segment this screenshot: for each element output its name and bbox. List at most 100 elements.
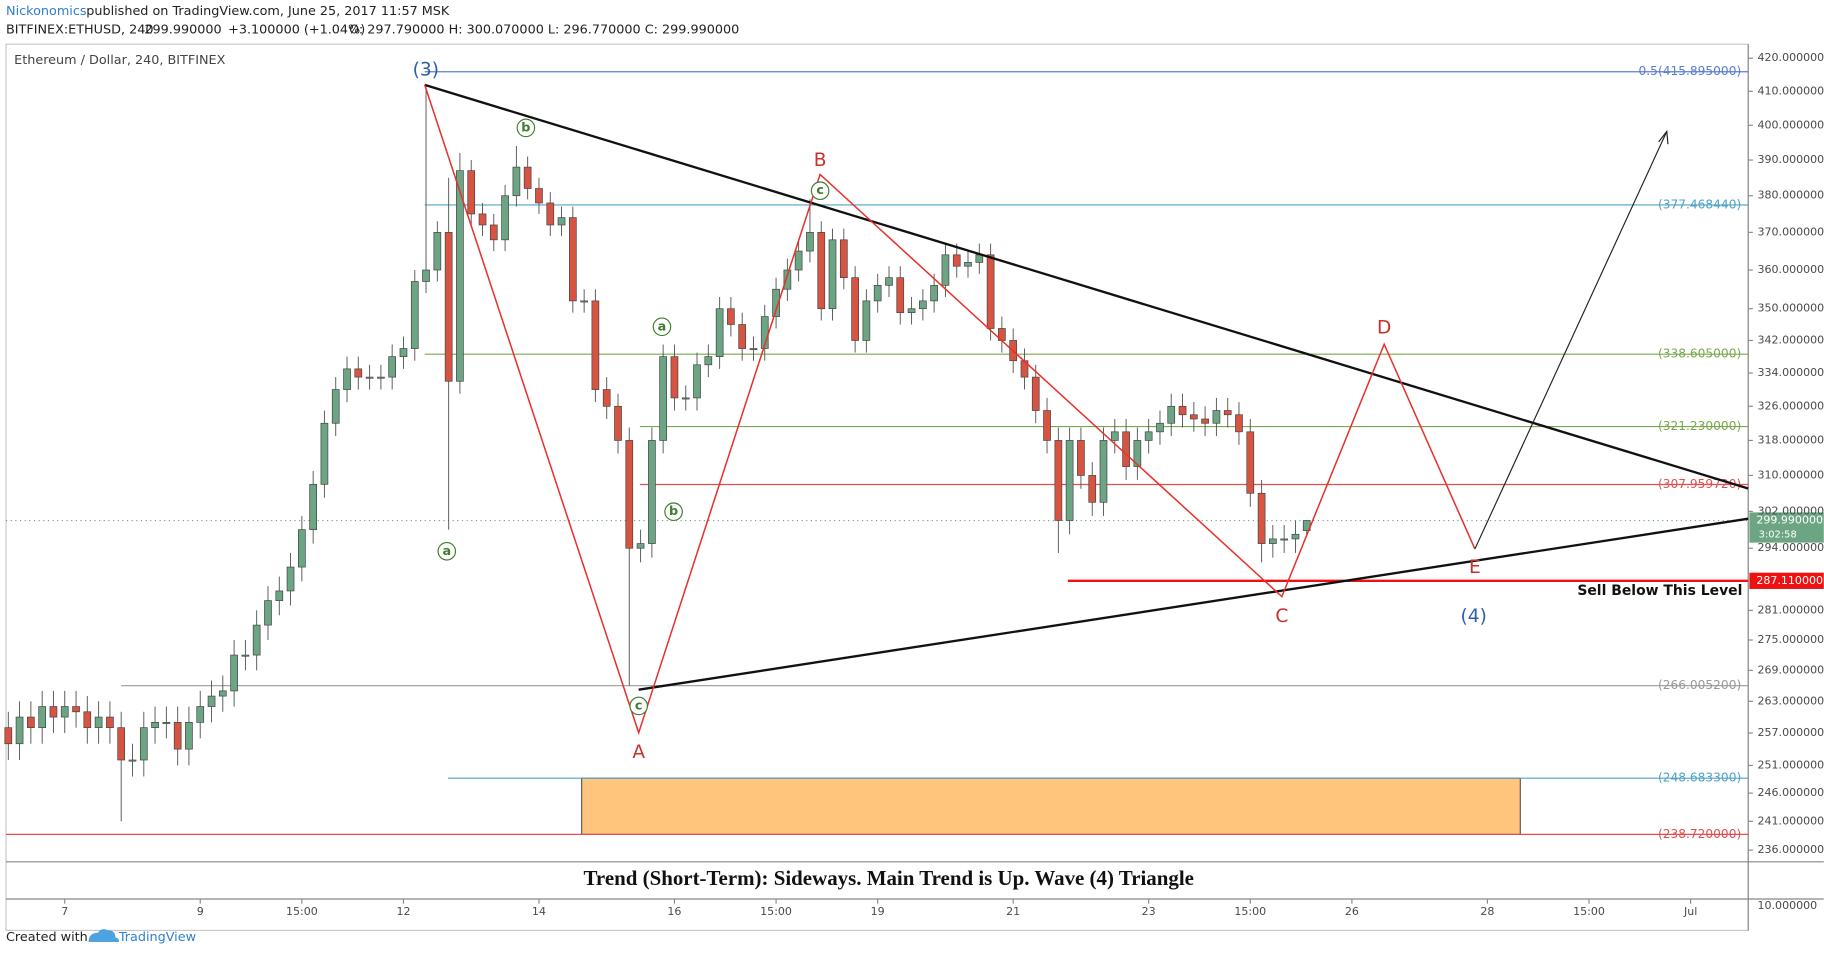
candle-body — [1201, 418, 1209, 424]
subwave-circle — [810, 181, 830, 201]
level-label: (338.605000) — [1658, 347, 1741, 361]
y-tick-label: 241.000000 — [1758, 814, 1824, 827]
wave-zigzag — [423, 84, 1476, 736]
author[interactable]: Nickonomics — [6, 4, 87, 19]
projection-arrow — [1474, 131, 1668, 550]
candle-body — [512, 166, 521, 197]
y-tick-label: 275.000000 — [1758, 633, 1824, 646]
candle-body — [230, 654, 238, 692]
candle-body — [196, 706, 205, 723]
x-tick-label: 16 — [667, 905, 681, 918]
wave-label: B — [814, 150, 827, 171]
y-tick-label: 236.000000 — [1758, 843, 1824, 856]
candle-body — [885, 277, 893, 286]
y-tick-label: 380.000000 — [1758, 189, 1824, 202]
candle-body — [433, 232, 442, 271]
candle-body — [365, 376, 374, 379]
candle-body — [1167, 405, 1176, 424]
candle-body — [162, 722, 171, 724]
drawings — [423, 83, 1749, 736]
candle-body — [1178, 405, 1187, 416]
triangle-upper — [424, 83, 1749, 490]
candle-body — [568, 217, 577, 302]
candle-body — [1223, 410, 1232, 416]
y-tick-label: 269.000000 — [1758, 663, 1824, 676]
level-label: (248.683300) — [1658, 771, 1741, 785]
wave-label: (4) — [1461, 606, 1487, 627]
price-badge-label: 299.990000 — [1756, 514, 1823, 527]
subwave-label: c — [816, 183, 824, 198]
candle-body — [1110, 431, 1119, 441]
y-tick-label: 246.000000 — [1758, 786, 1824, 799]
y-tick-label: 294.000000 — [1758, 541, 1824, 554]
candle-body — [941, 254, 950, 286]
candle-body — [839, 239, 848, 279]
y-tick-label: 257.000000 — [1758, 726, 1824, 739]
candle-body — [106, 716, 114, 729]
candle-body — [94, 716, 103, 729]
candle-body — [1031, 376, 1040, 411]
candle-body — [772, 288, 780, 317]
candle-body — [489, 224, 498, 241]
candle-body — [38, 706, 47, 729]
level-badge — [1749, 572, 1824, 589]
candle-body — [648, 440, 656, 544]
candle-body — [1144, 431, 1153, 441]
note: Sell Below This Level — [1577, 583, 1742, 599]
level-label: (238.720000) — [1658, 827, 1741, 841]
candle-body — [1190, 414, 1198, 420]
x-tick-label: 21 — [1006, 905, 1020, 918]
subwave-label: c — [635, 698, 643, 713]
candle-body — [806, 232, 814, 252]
footer-brand[interactable]: TradingView — [118, 930, 196, 945]
level-label: 287.110000 — [1756, 574, 1823, 587]
candle-body — [1291, 533, 1300, 540]
wave-label: E — [1469, 557, 1481, 578]
candle-body — [919, 300, 927, 310]
last-price: 299.990000 — [144, 23, 221, 38]
candle-body — [444, 232, 453, 382]
candle-body — [252, 624, 261, 656]
candle-body — [467, 170, 476, 215]
candle-body — [1269, 538, 1277, 544]
candle-body — [422, 269, 430, 282]
price-badge — [1749, 512, 1824, 543]
candle-body — [1133, 440, 1142, 467]
y-tick-label: 263.000000 — [1758, 694, 1824, 707]
y-tick-label: 302.000000 — [1758, 504, 1824, 517]
subwave-label: a — [658, 319, 667, 334]
candle-body — [60, 706, 69, 718]
candle-body — [354, 368, 363, 378]
candle-body — [309, 483, 318, 531]
candle-body — [614, 405, 622, 441]
y-tick-label: 370.000000 — [1758, 225, 1824, 238]
candle-body — [331, 389, 340, 424]
target-zone — [581, 777, 1521, 835]
wave-label: C — [1275, 606, 1288, 627]
candle-body — [986, 254, 995, 329]
published: published on TradingView.com, June 25, 2… — [86, 4, 450, 19]
y-tick-label: 326.000000 — [1758, 399, 1824, 412]
subwave-circle — [664, 502, 683, 522]
countdown: 3:02:58 — [1759, 529, 1797, 540]
candle-body — [896, 277, 905, 313]
level-label: (377.468440) — [1658, 197, 1741, 211]
candle-body — [794, 250, 803, 271]
candle-body — [1054, 440, 1063, 521]
candle-body — [783, 269, 792, 290]
candle-body — [1246, 431, 1255, 494]
candle-body — [117, 727, 126, 761]
candle-body — [873, 285, 882, 302]
candle-body — [1235, 414, 1243, 433]
ohlc: O: 297.790000 H: 300.070000 L: 296.77000… — [349, 23, 739, 38]
candle-body — [862, 300, 871, 341]
candle-body — [173, 722, 182, 750]
candle-body — [49, 706, 58, 718]
logo — [88, 929, 120, 943]
candle-body — [128, 759, 137, 762]
x-tick-label: 15:00 — [1573, 905, 1605, 918]
arrow-head — [1658, 129, 1669, 145]
subwave-label: a — [442, 544, 451, 559]
candle-body — [704, 356, 713, 366]
